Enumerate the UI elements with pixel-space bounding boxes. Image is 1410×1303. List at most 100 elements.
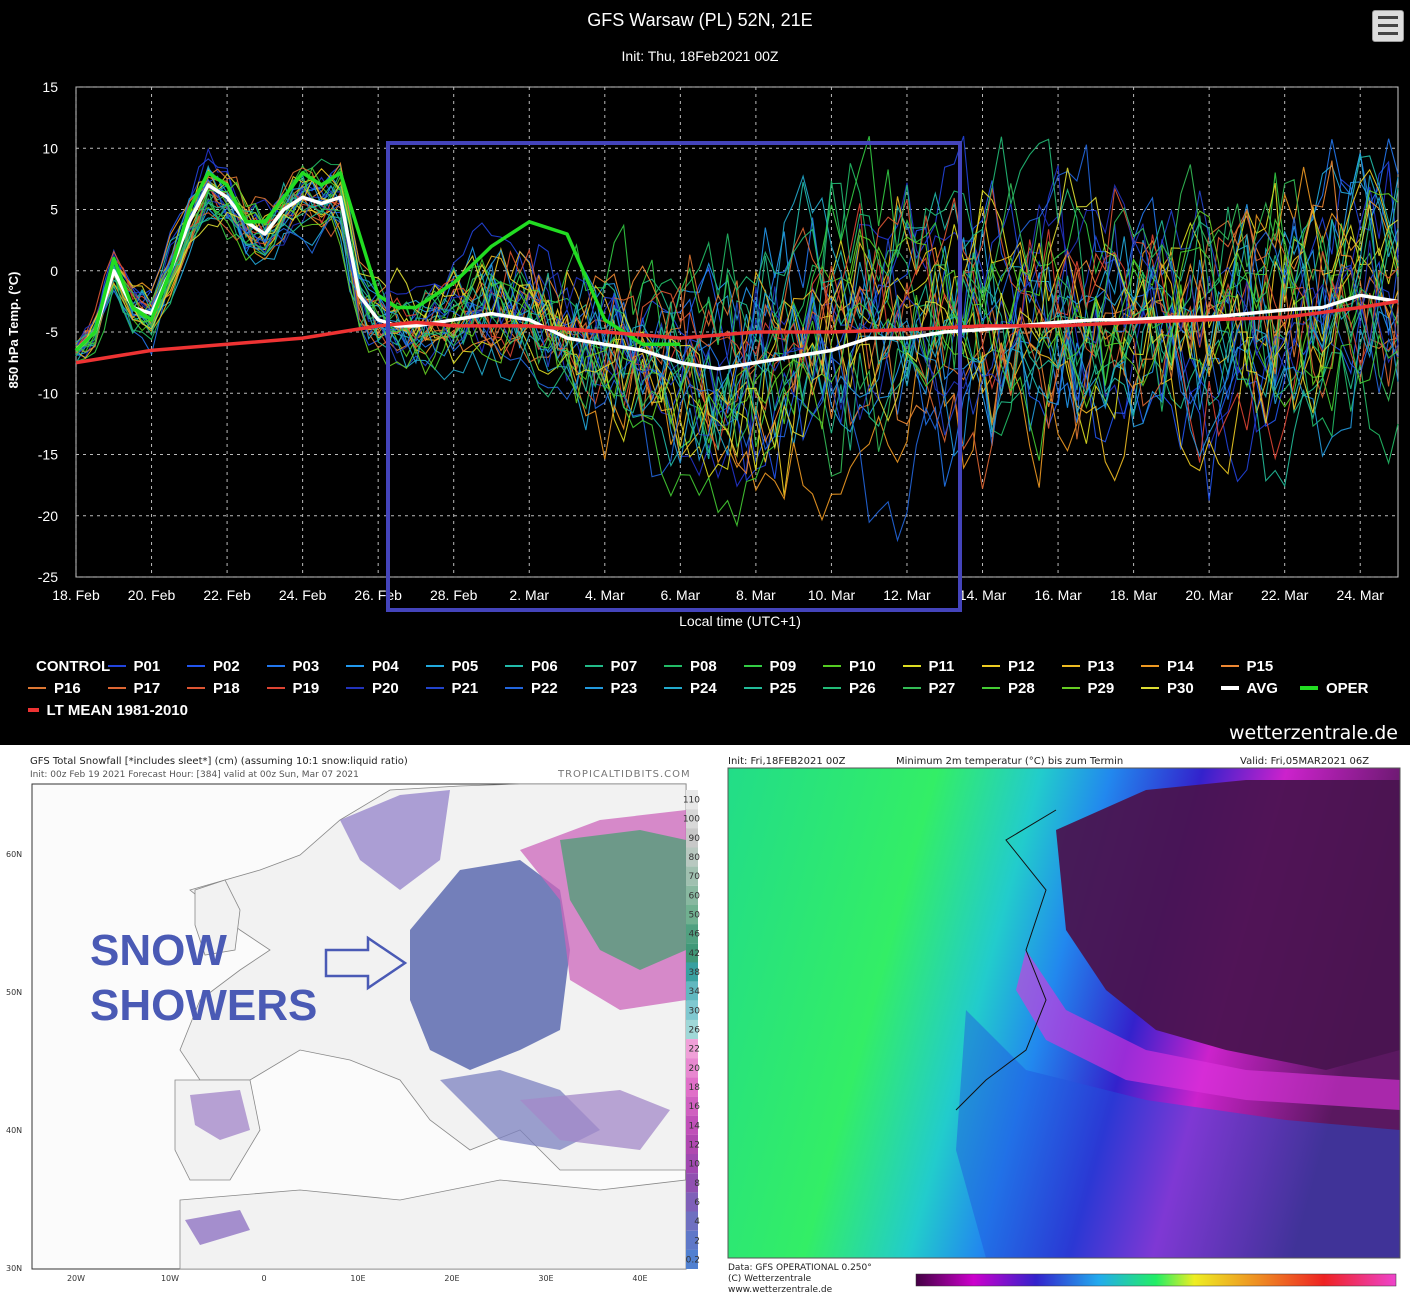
legend-swatch — [425, 687, 444, 689]
legend-swatch — [823, 665, 841, 667]
legend-item[interactable]: P30 — [1141, 677, 1221, 699]
legend-label: LT MEAN 1981-2010 — [46, 701, 188, 719]
legend-label: P15 — [1246, 657, 1274, 675]
scale-swatch — [686, 1039, 698, 1059]
ensemble-line — [75, 187, 1399, 488]
chart-menu-button[interactable] — [1372, 10, 1404, 42]
scale-label: 90 — [689, 834, 700, 844]
y-tick-label: -15 — [38, 447, 58, 463]
legend-label: P28 — [1008, 679, 1035, 697]
y-tick-label: 5 — [50, 202, 58, 218]
legend-item[interactable]: P22 — [505, 677, 585, 699]
legend-label: P22 — [531, 679, 558, 697]
legend-item[interactable]: P24 — [664, 677, 744, 699]
legend-item[interactable]: P08 — [664, 655, 744, 677]
legend-swatch — [28, 687, 46, 689]
legend-item[interactable]: P09 — [743, 655, 824, 677]
legend-item[interactable]: P15 — [1220, 655, 1301, 677]
legend-item[interactable]: P17 — [107, 677, 188, 699]
legend-item[interactable]: P05 — [425, 655, 506, 677]
legend-item[interactable]: P25 — [743, 677, 824, 699]
legend-item[interactable]: P29 — [1061, 677, 1142, 699]
ensemble-line — [75, 136, 1399, 398]
legend-label: P06 — [531, 657, 558, 675]
legend-label: P20 — [372, 679, 399, 697]
scale-label: 16 — [689, 1102, 700, 1112]
legend-item[interactable]: P03 — [266, 655, 347, 677]
legend-item[interactable]: CONTROL — [28, 655, 110, 677]
legend-item[interactable]: P18 — [187, 677, 267, 699]
legend-label: P18 — [213, 679, 240, 697]
x-tick-label: 28. Feb — [430, 587, 478, 603]
temp-color-scale — [915, 1273, 1397, 1287]
x-tick-label: 14. Mar — [959, 587, 1007, 603]
scale-swatch — [686, 943, 698, 963]
legend-item[interactable]: P16 — [28, 677, 108, 699]
x-tick-label: 12. Mar — [883, 587, 931, 603]
scale-label: 110 — [683, 796, 700, 806]
legend-swatch — [982, 665, 1000, 667]
legend-item[interactable]: P10 — [823, 655, 903, 677]
ensemble-line — [75, 135, 1399, 483]
lat-label: 40N — [6, 1126, 22, 1135]
legend-item[interactable]: P01 — [107, 655, 188, 677]
legend-swatch — [743, 665, 762, 667]
legend-label: P08 — [690, 657, 717, 675]
legend-label: P03 — [292, 657, 320, 675]
legend-item[interactable]: P21 — [425, 677, 506, 699]
legend-item[interactable]: P20 — [346, 677, 426, 699]
ensemble-line — [75, 167, 1399, 458]
legend-swatch — [982, 687, 1000, 689]
legend-item[interactable]: P28 — [982, 677, 1062, 699]
legend-item[interactable]: P07 — [584, 655, 665, 677]
legend-item[interactable]: P04 — [346, 655, 426, 677]
scale-swatch — [686, 847, 698, 867]
snow-zone-green — [560, 830, 686, 970]
scale-swatch — [686, 1058, 698, 1078]
legend-item[interactable]: P14 — [1141, 655, 1221, 677]
legend-item[interactable]: P27 — [902, 677, 983, 699]
legend-item[interactable]: P13 — [1061, 655, 1142, 677]
legend-item[interactable]: P19 — [266, 677, 347, 699]
land-uk — [194, 879, 241, 956]
legend-swatch — [107, 687, 126, 689]
legend-item[interactable]: OPER — [1300, 677, 1380, 699]
legend-label: P24 — [690, 679, 717, 697]
legend-item[interactable]: P26 — [823, 677, 903, 699]
scale-label: 18 — [689, 1083, 700, 1093]
ensemble-members — [75, 135, 1399, 543]
legend-item[interactable]: P23 — [584, 677, 665, 699]
overlay-snow-label: SNOW — [90, 926, 227, 975]
lon-label: 0 — [261, 1274, 266, 1283]
snowfall-map-title: GFS Total Snowfall [*includes sleet*] (c… — [30, 756, 408, 767]
scale-swatch — [686, 809, 698, 829]
legend-item[interactable]: P06 — [505, 655, 585, 677]
scale-swatch — [686, 981, 698, 1001]
x-tick-label: 24. Mar — [1336, 587, 1384, 603]
chart-legend: CONTROL P01 P02 P03 P04 P05 P06 P07 P08 P09 P10 P11… — [28, 655, 1408, 721]
legend-swatch — [1300, 686, 1318, 690]
legend-item[interactable]: P11 — [902, 655, 983, 677]
legend-item[interactable]: P02 — [187, 655, 267, 677]
legend-item[interactable]: P12 — [982, 655, 1062, 677]
scale-swatch — [686, 1192, 698, 1212]
scale-swatch — [686, 1077, 698, 1097]
legend-item[interactable]: AVG — [1220, 677, 1301, 699]
legend-swatch — [187, 687, 205, 689]
legend-swatch — [187, 665, 205, 667]
scale-label: 8 — [694, 1179, 700, 1189]
x-tick-label: 20. Feb — [128, 587, 176, 603]
legend-label: P10 — [849, 657, 876, 675]
legend-item[interactable]: LT MEAN 1981-2010 — [28, 699, 188, 721]
legend-swatch — [1061, 687, 1080, 689]
x-tick-label: 2. Mar — [509, 587, 549, 603]
legend-label: P12 — [1008, 657, 1035, 675]
scale-swatch — [686, 828, 698, 848]
x-axis-label: Local time (UTC+1) — [679, 613, 801, 629]
overlay-showers-label: SHOWERS — [90, 981, 317, 1030]
ensemble-line — [75, 166, 1399, 464]
series-line-oper — [74, 171, 681, 352]
lon-label: 10W — [161, 1274, 179, 1283]
snowfall-map: SNOW SHOWERS 60N 50N 40N 30N 20W 10W 0 1… — [6, 783, 700, 1283]
scale-swatch — [686, 1115, 698, 1135]
